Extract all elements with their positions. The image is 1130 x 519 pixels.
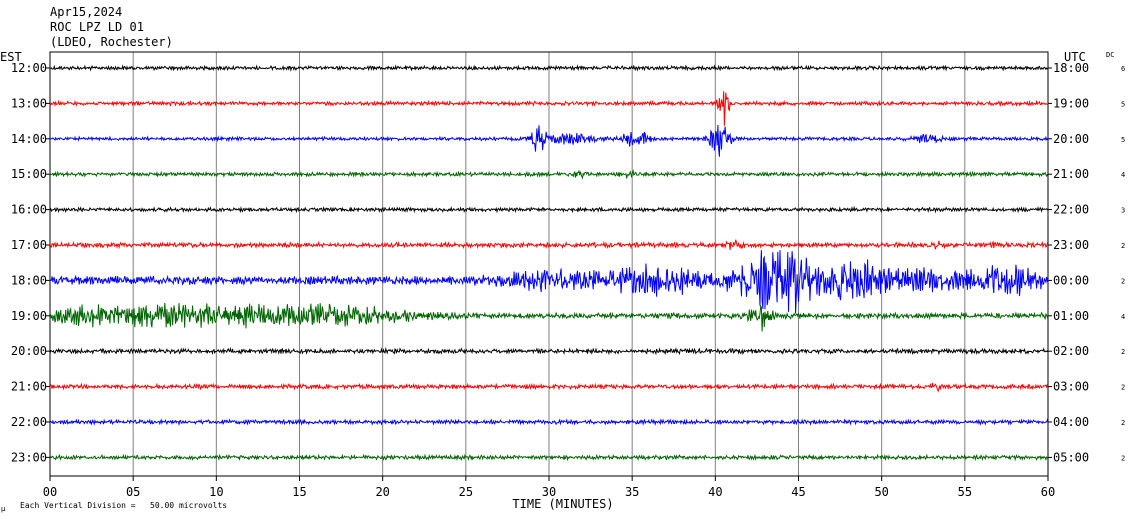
est-label: 19:00 (11, 309, 47, 323)
date-title: Apr15,2024 (50, 5, 122, 19)
x-tick-label: 40 (708, 485, 722, 499)
dc-value: 5 (1121, 100, 1125, 108)
x-tick-label: 55 (958, 485, 972, 499)
utc-label: 21:00 (1053, 167, 1089, 181)
x-tick-label: 00 (43, 485, 57, 499)
est-label: 22:00 (11, 415, 47, 429)
trace-2100 (49, 382, 1049, 393)
station-title: ROC LPZ LD 01 (50, 20, 144, 34)
plot-frame (49, 51, 1049, 477)
est-label: 16:00 (11, 203, 47, 217)
x-axis-title: TIME (MINUTES) (512, 497, 613, 511)
x-tick-label: 45 (791, 485, 805, 499)
x-tick-label: 60 (1041, 485, 1055, 499)
est-label: 20:00 (11, 344, 47, 358)
dc-value: 2 (1121, 277, 1125, 285)
trace-1300 (49, 91, 1049, 126)
est-label: 17:00 (11, 238, 47, 252)
x-tick-label: 25 (459, 485, 473, 499)
utc-label: 20:00 (1053, 132, 1089, 146)
trace-2200 (49, 418, 1049, 427)
utc-label: 18:00 (1053, 61, 1089, 75)
lamont-logo: μ (1, 505, 6, 513)
dc-value: 4 (1121, 171, 1125, 179)
dc-value: 4 (1121, 313, 1125, 321)
dc-value: 2 (1121, 454, 1125, 462)
trace-1600 (49, 205, 1049, 214)
est-label: 21:00 (11, 380, 47, 394)
x-tick-label: 15 (292, 485, 306, 499)
utc-axis-label: UTC (1064, 50, 1086, 64)
utc-label: 03:00 (1053, 380, 1089, 394)
trace-1500 (49, 169, 1049, 180)
trace-2000 (49, 346, 1049, 356)
est-label: 14:00 (11, 132, 47, 146)
est-label: 12:00 (11, 61, 47, 75)
network-title: (LDEO, Rochester) (50, 35, 173, 49)
dc-label: DC (1106, 51, 1114, 59)
grid-lines (49, 52, 1049, 481)
utc-label: 22:00 (1053, 203, 1089, 217)
x-tick-label: 20 (375, 485, 389, 499)
dc-value: 2 (1121, 384, 1125, 392)
trace-1700 (49, 239, 1049, 251)
est-label: 23:00 (11, 450, 47, 464)
seismic-traces (49, 64, 1049, 462)
dc-value: 6 (1121, 65, 1125, 73)
trace-1800 (49, 250, 1049, 314)
trace-1200 (49, 64, 1049, 72)
utc-label: 00:00 (1053, 273, 1089, 287)
utc-label: 19:00 (1053, 96, 1089, 110)
est-label: 18:00 (11, 273, 47, 287)
est-axis-label: EST (0, 50, 22, 64)
x-tick-label: 50 (874, 485, 888, 499)
x-tick-label: 05 (126, 485, 140, 499)
row-labels: 12:00 18:00 613:00 19:00 514:00 20:00 515:00 21… (11, 61, 1125, 464)
dc-value: 3 (1121, 207, 1125, 215)
est-label: 13:00 (11, 96, 47, 110)
x-tick-labels: 00 05 10 15 20 25 30 35 40 45 50 55 60 (43, 485, 1055, 499)
trace-1900 (49, 302, 1049, 332)
trace-1400 (49, 124, 1049, 157)
chart-header: Apr15,2024 ROC LPZ LD 01 (LDEO, Rocheste… (50, 5, 173, 49)
x-tick-label: 35 (625, 485, 639, 499)
dc-value: 2 (1121, 419, 1125, 427)
dc-value: 2 (1121, 348, 1125, 356)
utc-label: 02:00 (1053, 344, 1089, 358)
trace-2300 (49, 453, 1049, 462)
est-label: 15:00 (11, 167, 47, 181)
utc-label: 05:00 (1053, 450, 1089, 464)
dc-value: 2 (1121, 242, 1125, 250)
dc-value: 5 (1121, 136, 1125, 144)
x-tick-label: 10 (209, 485, 223, 499)
utc-label: 01:00 (1053, 309, 1089, 323)
utc-label: 23:00 (1053, 238, 1089, 252)
x-tick-label: 30 (542, 485, 556, 499)
utc-label: 04:00 (1053, 415, 1089, 429)
scale-note: Each Vertical Division = 50.00 microvolt… (20, 501, 227, 510)
